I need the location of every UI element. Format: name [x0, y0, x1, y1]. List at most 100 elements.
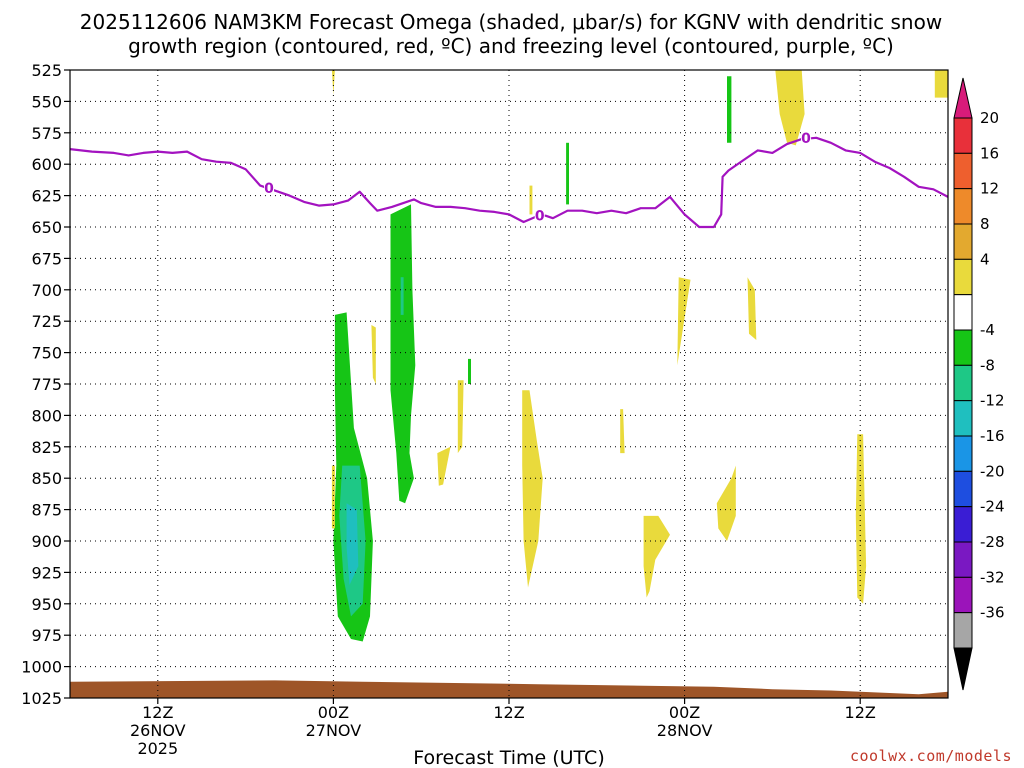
colorbar-label: 4: [980, 250, 990, 268]
colorbar-label: 8: [980, 215, 990, 233]
colorbar-swatch: [953, 294, 973, 331]
colorbar-label: -12: [980, 392, 1005, 410]
y-tick-label: 850: [31, 469, 62, 488]
y-tick-label: 875: [31, 501, 62, 520]
colorbar-swatch: [953, 364, 973, 402]
chart-title-line1: 2025112606 NAM3KM Forecast Omega (shaded…: [80, 10, 942, 34]
omega-region: [727, 76, 732, 143]
omega-region: [437, 446, 451, 486]
y-tick-label: 750: [31, 344, 62, 363]
omega-shading: [331, 70, 948, 642]
contour-label-bg: [534, 207, 545, 223]
colorbar-swatch: [953, 435, 973, 472]
x-tick-label: 12Z: [142, 703, 173, 722]
y-tick-label: 825: [31, 438, 62, 457]
omega-region: [775, 70, 805, 146]
x-tick-label: 00Z: [318, 703, 349, 722]
y-tick-label: 550: [31, 92, 62, 111]
x-axis-label: Forecast Time (UTC): [413, 747, 604, 768]
grid: [70, 70, 948, 698]
omega-region: [346, 503, 359, 585]
y-tick-label: 650: [31, 218, 62, 237]
chart-title-line2: growth region (contoured, red, ºC) and f…: [128, 34, 894, 58]
x-tick-label: 00Z: [669, 703, 700, 722]
omega-region: [468, 358, 471, 384]
omega-region: [716, 465, 736, 541]
colorbar-swatch: [953, 223, 973, 260]
omega-region: [400, 277, 404, 315]
terrain-area: [70, 680, 948, 698]
colorbar-label: -24: [980, 498, 1005, 516]
x-tick-label: 27NOV: [306, 721, 362, 740]
freezing-level-label: 0: [801, 131, 811, 147]
colorbar-swatch: [953, 470, 973, 508]
colorbar-swatch: [953, 400, 973, 437]
colorbar-swatch: [953, 541, 973, 578]
colorbar: 20 16 12 8 4 -4 -8 -12 -16 -20 -24 -28 -32 -36: [953, 77, 1005, 691]
y-tick-label: 575: [31, 124, 62, 143]
x-tick-label: 12Z: [845, 703, 876, 722]
omega-region: [855, 434, 867, 604]
colorbar-swatch: [953, 258, 973, 296]
colorbar-label: 20: [980, 109, 999, 127]
colorbar-label: 12: [980, 180, 999, 198]
omega-region: [371, 325, 376, 384]
colorbar-label: -36: [980, 604, 1005, 622]
y-axis: 525 550 575 600 625 650 675 700 725 750 775 800 825 8…: [21, 61, 70, 708]
credit-text: coolwx.com/models: [850, 747, 1012, 765]
terrain: [70, 680, 948, 698]
colorbar-label: -8: [980, 356, 995, 374]
x-tick-label: 2025: [137, 739, 178, 758]
y-tick-label: 1000: [21, 658, 62, 677]
omega-region: [934, 70, 948, 98]
y-tick-label: 600: [31, 155, 62, 174]
colorbar-label: -16: [980, 427, 1005, 445]
y-tick-label: 775: [31, 375, 62, 394]
y-tick-label: 925: [31, 563, 62, 582]
colorbar-bottom-arrow: [953, 647, 973, 691]
colorbar-label: -20: [980, 462, 1005, 480]
y-tick-label: 950: [31, 595, 62, 614]
colorbar-label: -32: [980, 568, 1005, 586]
y-tick-label: 525: [31, 61, 62, 80]
contour-label-bg: [264, 180, 275, 196]
omega-region: [747, 277, 757, 340]
colorbar-label: -28: [980, 533, 1005, 551]
omega-region: [620, 409, 625, 454]
freezing-level-label: 0: [535, 209, 545, 225]
y-tick-label: 800: [31, 406, 62, 425]
contour-label-bg: [801, 129, 812, 145]
plot-frame: [69, 69, 949, 699]
colorbar-swatch: [953, 117, 973, 154]
x-tick-label: 26NOV: [130, 721, 186, 740]
y-tick-label: 700: [31, 281, 62, 300]
colorbar-label: 16: [980, 144, 999, 162]
omega-region: [529, 185, 533, 215]
omega-region: [457, 380, 464, 454]
omega-region: [677, 277, 691, 366]
omega-region: [522, 390, 543, 588]
y-tick-label: 675: [31, 249, 62, 268]
colorbar-swatch: [953, 576, 973, 614]
x-tick-label: 28NOV: [657, 721, 713, 740]
colorbar-label: -4: [980, 321, 995, 339]
colorbar-swatch: [953, 152, 973, 190]
omega-region: [331, 465, 335, 529]
omega-region: [566, 142, 569, 205]
freezing-level-contour: 0 0 0: [70, 129, 948, 229]
freezing-level-label: 0: [264, 181, 274, 197]
colorbar-swatch: [953, 612, 973, 649]
omega-region: [390, 204, 416, 504]
x-tick-label: 12Z: [493, 703, 524, 722]
colorbar-top-arrow: [953, 77, 973, 119]
colorbar-swatch: [953, 329, 973, 366]
y-tick-label: 725: [31, 312, 62, 331]
omega-region: [331, 70, 335, 96]
omega-region: [643, 515, 670, 598]
y-tick-label: 625: [31, 187, 62, 206]
y-tick-label: 1025: [21, 689, 62, 708]
y-tick-label: 975: [31, 626, 62, 645]
colorbar-swatch: [953, 506, 973, 543]
